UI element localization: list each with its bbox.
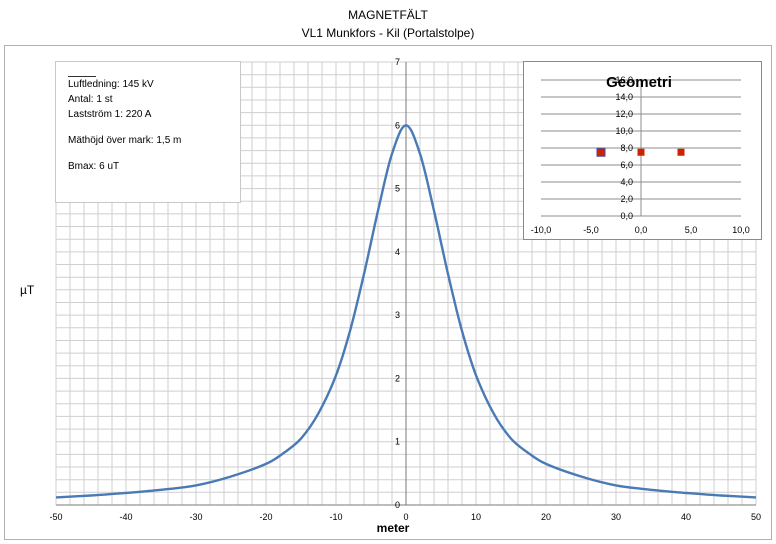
conductor-point bbox=[677, 148, 685, 156]
inset-x-tick-label: -10,0 bbox=[531, 225, 552, 235]
x-tick-label: -50 bbox=[49, 512, 62, 522]
inset-x-tick-label: -5,0 bbox=[583, 225, 599, 235]
info-line-voltage: Luftledning: 145 kV bbox=[68, 79, 154, 90]
info-line-count: Antal: 1 st bbox=[68, 94, 113, 105]
conductor-point bbox=[637, 148, 645, 156]
magnetic-field-line bbox=[55, 124, 757, 499]
conductor-point bbox=[597, 148, 605, 156]
info-box: Luftledning: 145 kV Antal: 1 st Lastströ… bbox=[55, 61, 241, 203]
x-tick-label: -40 bbox=[119, 512, 132, 522]
chart-subtitle: VL1 Munkfors - Kil (Portalstolpe) bbox=[301, 26, 475, 40]
inset-grid bbox=[541, 79, 741, 217]
inset-y-tick-labels: 0,0 2,0 4,0 6,0 8,0 10,0 12,0 14,0 16,0 bbox=[615, 75, 633, 221]
x-tick-label: 20 bbox=[541, 512, 551, 522]
inset-x-tick-label: 0,0 bbox=[635, 225, 648, 235]
inset-x-tick-labels: -10,0 -5,0 0,0 5,0 10,0 bbox=[531, 225, 750, 235]
y-tick-label: 5 bbox=[395, 184, 400, 194]
chart-title: MAGNETFÄLT bbox=[348, 8, 428, 22]
y-tick-label: 6 bbox=[395, 120, 400, 130]
y-tick-label: 2 bbox=[395, 373, 400, 383]
x-tick-label: 10 bbox=[471, 512, 481, 522]
x-tick-label: -20 bbox=[259, 512, 272, 522]
inset-y-tick-label: 4,0 bbox=[620, 177, 633, 187]
inset-x-tick-label: 5,0 bbox=[685, 225, 698, 235]
inset-y-tick-label: 0,0 bbox=[620, 211, 633, 221]
inset-title: Geometri bbox=[606, 74, 672, 91]
inset-y-tick-label: 2,0 bbox=[620, 194, 633, 204]
y-tick-label: 3 bbox=[395, 310, 400, 320]
main-axes bbox=[56, 62, 756, 506]
inset-y-tick-label: 12,0 bbox=[615, 109, 633, 119]
x-axis-label: meter bbox=[377, 521, 410, 535]
inset-y-tick-label: 8,0 bbox=[620, 143, 633, 153]
inset-y-tick-label: 14,0 bbox=[615, 92, 633, 102]
info-rule bbox=[68, 76, 96, 77]
inset-x-tick-label: 10,0 bbox=[732, 225, 750, 235]
inset-y-tick-label: 10,0 bbox=[615, 126, 633, 136]
y-tick-label: 7 bbox=[395, 57, 400, 67]
y-tick-label: 1 bbox=[395, 437, 400, 447]
main-x-tick-labels: -50 -40 -30 -20 -10 0 10 20 30 40 50 bbox=[49, 512, 761, 522]
y-tick-label: 4 bbox=[395, 247, 400, 257]
x-tick-label: -10 bbox=[329, 512, 342, 522]
x-tick-label: 50 bbox=[751, 512, 761, 522]
info-line-bmax: Bmax: 6 uT bbox=[68, 161, 120, 172]
x-tick-label: 0 bbox=[403, 512, 408, 522]
y-axis-label: µT bbox=[20, 283, 35, 297]
main-y-tick-labels: 0 1 2 3 4 5 6 7 bbox=[395, 57, 400, 510]
y-tick-label: 0 bbox=[395, 500, 400, 510]
x-tick-label: 30 bbox=[611, 512, 621, 522]
geometry-inset: 0,0 2,0 4,0 6,0 8,0 10,0 12,0 14,0 16,0 -10,0 -5,… bbox=[523, 61, 762, 240]
chart-border bbox=[4, 45, 772, 540]
inset-y-tick-label: 6,0 bbox=[620, 160, 633, 170]
info-line-height: Mäthöjd över mark: 1,5 m bbox=[68, 135, 182, 146]
info-line-current: Lastström 1: 220 A bbox=[68, 109, 152, 120]
inset-y-tick-label: 16,0 bbox=[615, 75, 633, 85]
x-tick-label: -30 bbox=[189, 512, 202, 522]
x-tick-label: 40 bbox=[681, 512, 691, 522]
main-series bbox=[55, 124, 757, 499]
inset-points bbox=[596, 147, 685, 157]
